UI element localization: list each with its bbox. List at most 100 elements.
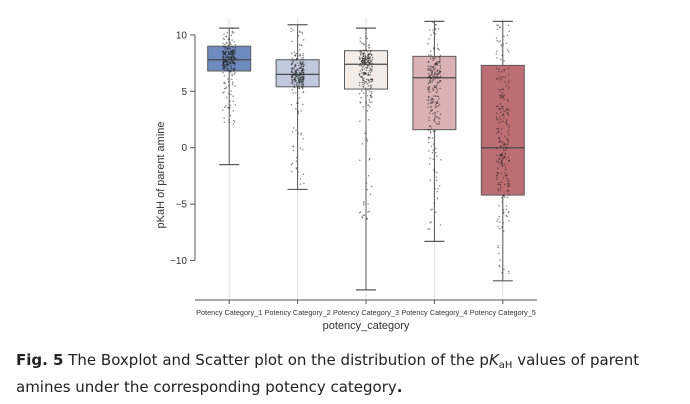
y-tick-label: 5 (181, 87, 187, 98)
scatter-point (366, 61, 368, 63)
scatter-point (496, 176, 498, 178)
scatter-point (434, 27, 437, 30)
scatter-point (229, 114, 232, 117)
scatter-point (363, 64, 366, 66)
scatter-point (363, 73, 366, 76)
scatter-point (365, 69, 368, 72)
scatter-point (366, 50, 369, 53)
scatter-point (365, 35, 367, 38)
scatter-point (369, 56, 372, 58)
scatter-point (503, 94, 506, 97)
scatter-point (300, 44, 303, 46)
scatter-point (437, 60, 440, 63)
scatter-point (232, 119, 235, 122)
scatter-point (427, 106, 429, 109)
scatter-point (439, 54, 442, 57)
scatter-point (302, 54, 304, 57)
scatter-point (431, 100, 434, 103)
scatter-point (436, 63, 439, 65)
scatter-point (498, 77, 500, 80)
scatter-point (368, 210, 371, 213)
scatter-point (303, 182, 305, 185)
scatter-point (498, 215, 500, 218)
scatter-point (291, 131, 294, 133)
scatter-point (299, 54, 302, 57)
scatter-point (231, 56, 233, 58)
scatter-point (358, 212, 361, 214)
scatter-point (436, 61, 438, 63)
scatter-point (432, 32, 435, 34)
scatter-point (371, 101, 373, 103)
scatter-point (224, 46, 226, 48)
scatter-point (366, 218, 368, 220)
scatter-point (431, 98, 434, 101)
scatter-point (223, 58, 226, 60)
scatter-point (230, 57, 233, 60)
scatter-point (439, 64, 442, 67)
scatter-point (436, 69, 438, 72)
scatter-point (500, 153, 503, 156)
scatter-point (506, 215, 508, 218)
scatter-point (223, 65, 226, 68)
scatter-point (502, 88, 504, 90)
scatter-point (366, 83, 369, 85)
scatter-point (299, 53, 302, 56)
scatter-point (505, 85, 508, 87)
scatter-point (368, 65, 370, 67)
scatter-point (501, 94, 503, 96)
scatter-point (223, 38, 226, 40)
scatter-point (431, 69, 433, 72)
scatter-point (499, 145, 502, 148)
scatter-point (498, 264, 501, 267)
scatter-point (427, 91, 430, 93)
scatter-point (298, 96, 301, 99)
scatter-point (439, 70, 441, 73)
scatter-point (431, 137, 434, 139)
scatter-point (290, 163, 293, 166)
scatter-point (430, 77, 433, 79)
scatter-point (504, 76, 507, 78)
scatter-point (299, 183, 302, 185)
scatter-point (298, 79, 300, 82)
scatter-point (234, 57, 236, 60)
scatter-point (436, 91, 438, 93)
scatter-point (370, 90, 373, 93)
scatter-point (302, 76, 304, 79)
scatter-point (436, 84, 438, 86)
scatter-point (437, 117, 440, 119)
scatter-point (364, 54, 366, 57)
scatter-point (366, 188, 368, 191)
scatter-point (368, 81, 371, 84)
scatter-point (297, 85, 300, 88)
scatter-point (234, 51, 237, 53)
scatter-point (364, 58, 367, 61)
scatter-point (297, 102, 299, 104)
scatter-point (507, 183, 510, 185)
scatter-point (358, 74, 361, 77)
scatter-point (508, 86, 510, 88)
scatter-point (500, 77, 503, 79)
scatter-point (363, 43, 366, 46)
scatter-point (428, 119, 430, 122)
scatter-point (434, 187, 436, 190)
scatter-point (228, 58, 230, 61)
scatter-point (503, 142, 506, 145)
scatter-point (438, 184, 441, 187)
scatter-point (222, 56, 225, 58)
scatter-point (496, 78, 498, 80)
scatter-point (508, 30, 511, 32)
scatter-point (233, 73, 235, 75)
scatter-point (436, 197, 439, 199)
scatter-point (508, 126, 510, 129)
scatter-point (437, 82, 439, 84)
scatter-point (358, 56, 361, 58)
scatter-point (296, 75, 298, 77)
scatter-point (431, 70, 433, 73)
scatter-point (294, 78, 296, 80)
scatter-point (299, 178, 302, 180)
scatter-point (361, 68, 363, 70)
scatter-point (507, 128, 510, 131)
scatter-point (437, 110, 439, 113)
scatter-point (428, 69, 430, 72)
scatter-point (507, 82, 510, 85)
